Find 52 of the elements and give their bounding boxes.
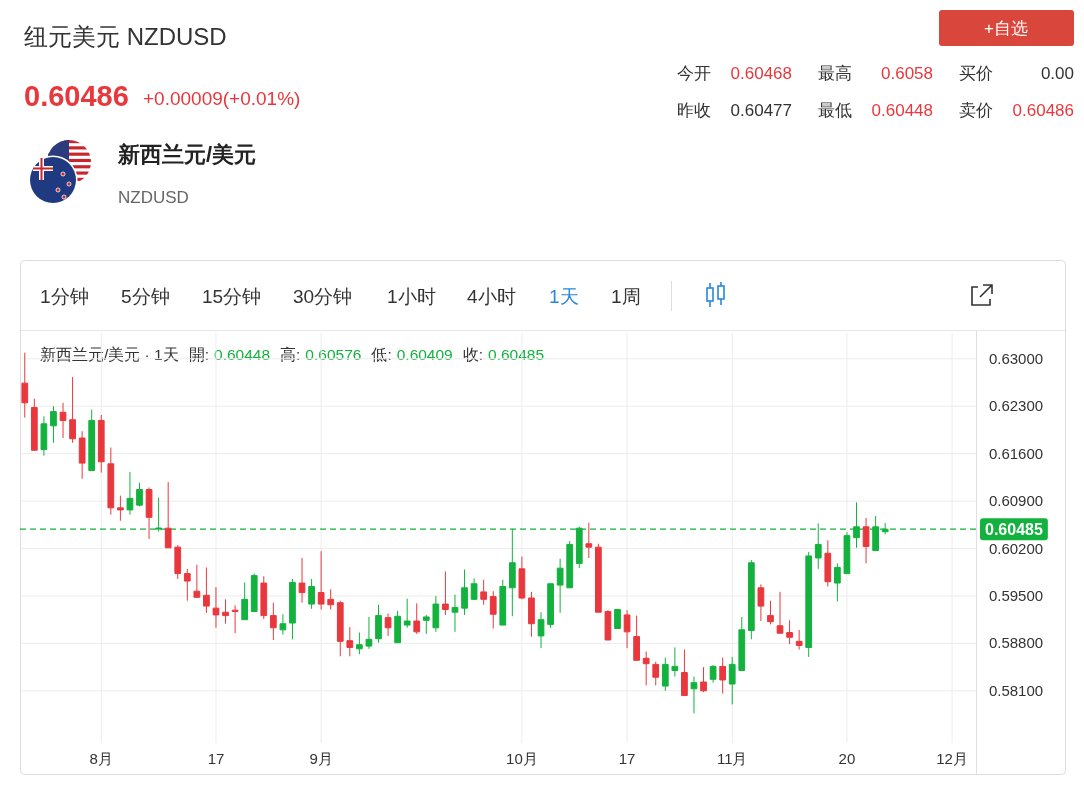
- annotation: 1小时: [387, 286, 436, 307]
- x-tick-label: 10月: [506, 750, 538, 767]
- annotation: 最低: [818, 101, 852, 120]
- y-tick-label: 0.63000: [988, 349, 1044, 367]
- annotation: NZDUSD: [118, 188, 189, 207]
- annotation: 0.6058: [881, 64, 933, 83]
- x-tick-label: 11月: [716, 750, 748, 767]
- y-tick-label: 0.60200: [988, 539, 1044, 557]
- annotation: 低:: [371, 346, 392, 363]
- annotation: 4小时: [467, 286, 516, 307]
- title: 纽元美元 NZDUSD: [24, 23, 227, 50]
- annotation: 卖价: [959, 101, 993, 120]
- annotation: 0.00: [1040, 64, 1074, 83]
- x-tick-label: 12月: [936, 750, 968, 767]
- annotation: 0.60468: [730, 64, 792, 83]
- annotation: 0.60485: [488, 346, 545, 363]
- annotation: 0.60409: [396, 346, 453, 363]
- y-tick-label: 0.58100: [988, 681, 1044, 699]
- x-tick-label: 9月: [309, 750, 333, 767]
- annotation: 1分钟: [40, 286, 89, 307]
- annotation: 0.60477: [730, 101, 792, 120]
- x-tick-label: 20: [838, 750, 856, 767]
- annotation: 0.60486: [24, 80, 129, 112]
- annotation: 1周: [611, 286, 641, 307]
- annotation: 今开: [677, 64, 711, 83]
- annotation: 0.60448: [214, 346, 271, 363]
- y-tick-label: 0.60900: [988, 492, 1044, 510]
- annotation: 30分钟: [293, 286, 353, 307]
- annotation: 最高: [818, 64, 852, 83]
- annotation: 1天: [549, 286, 579, 307]
- y-tick-label: 0.61600: [988, 444, 1044, 462]
- annotation: 新西兰元/美元 · 1天: [40, 346, 179, 363]
- annotation: 收:: [462, 346, 484, 363]
- annotation: 新西兰元/美元: [118, 142, 257, 167]
- y-tick-label: 0.62300: [988, 397, 1044, 415]
- annotation: 高:: [280, 346, 301, 363]
- y-tick-label: 0.59500: [988, 586, 1044, 604]
- annotation: 昨收: [677, 101, 711, 120]
- annotation: 买价: [959, 64, 993, 83]
- annotation: 開:: [188, 346, 209, 363]
- x-tick-label: 17: [207, 750, 225, 767]
- annotation: 5分钟: [121, 286, 170, 307]
- y-tick-label: 0.58800: [988, 634, 1044, 652]
- x-tick-label: 17: [618, 750, 636, 767]
- annotation: 0.60448: [871, 101, 933, 120]
- annotation: +自选: [984, 19, 1028, 38]
- annotation: +0.00009(+0.01%): [143, 88, 301, 109]
- annotation: 15分钟: [202, 286, 262, 307]
- annotation: 0.60576: [305, 346, 362, 363]
- ref-line-label: 0.60485: [985, 520, 1043, 538]
- annotation: 0.60486: [1012, 101, 1074, 120]
- x-tick-label: 8月: [89, 750, 113, 767]
